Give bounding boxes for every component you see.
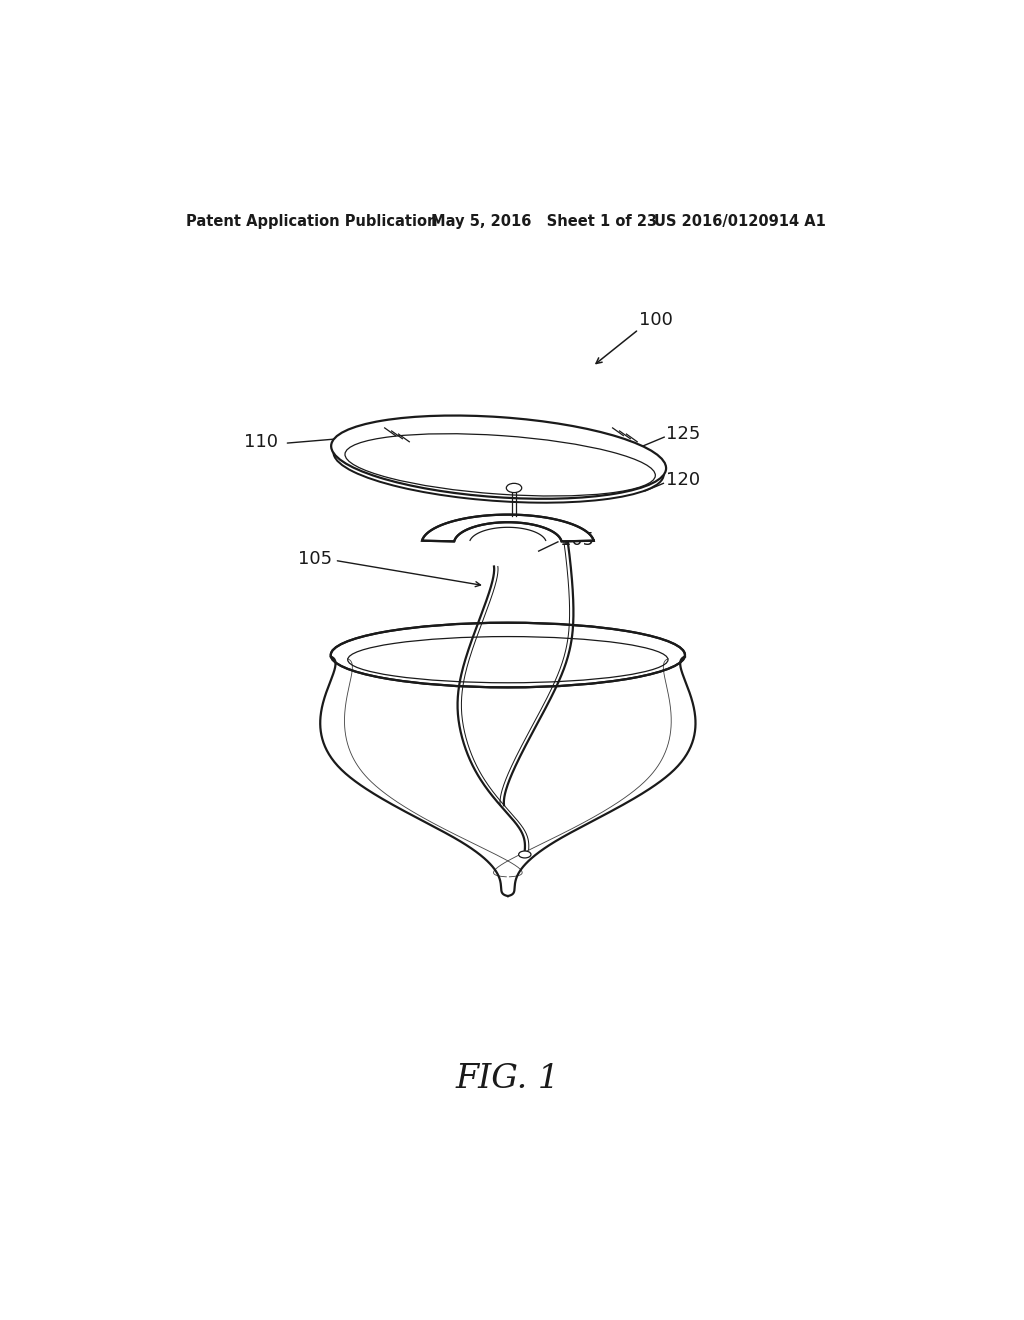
Text: 110: 110	[245, 433, 279, 450]
Polygon shape	[422, 515, 594, 541]
Text: US 2016/0120914 A1: US 2016/0120914 A1	[654, 214, 826, 230]
Text: 105: 105	[560, 531, 594, 549]
Text: 120: 120	[666, 471, 699, 490]
Text: May 5, 2016   Sheet 1 of 23: May 5, 2016 Sheet 1 of 23	[431, 214, 657, 230]
Ellipse shape	[506, 483, 521, 492]
Text: Patent Application Publication: Patent Application Publication	[186, 214, 437, 230]
Text: 105: 105	[298, 550, 333, 568]
Text: 100: 100	[639, 312, 673, 329]
Text: FIG. 1: FIG. 1	[456, 1063, 560, 1094]
Polygon shape	[321, 656, 695, 896]
Ellipse shape	[331, 416, 666, 499]
Ellipse shape	[518, 851, 531, 858]
Text: 125: 125	[666, 425, 700, 444]
Ellipse shape	[331, 623, 685, 688]
